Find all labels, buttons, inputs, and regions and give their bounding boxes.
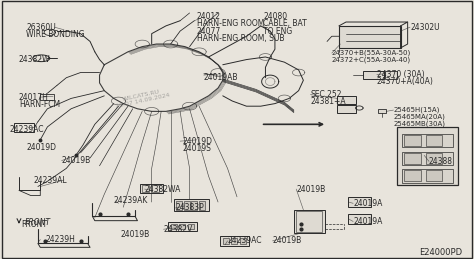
Bar xyxy=(426,135,442,146)
Text: 24382V: 24382V xyxy=(164,225,193,234)
Text: 24383P: 24383P xyxy=(175,204,204,212)
Bar xyxy=(348,214,371,224)
Bar xyxy=(426,170,442,181)
Bar xyxy=(179,224,185,229)
Text: 24370+A(40A): 24370+A(40A) xyxy=(377,77,434,86)
Bar xyxy=(14,123,34,132)
Text: 24019D: 24019D xyxy=(26,143,56,152)
Bar xyxy=(168,222,197,231)
Text: WIRE BONDING: WIRE BONDING xyxy=(26,31,85,39)
Text: 24019B: 24019B xyxy=(296,185,326,193)
Text: 24019B: 24019B xyxy=(273,236,302,245)
Text: 24019A: 24019A xyxy=(353,199,383,208)
Bar xyxy=(397,127,458,185)
Bar xyxy=(339,26,401,48)
Text: FRONT: FRONT xyxy=(21,220,47,228)
Bar xyxy=(294,210,325,233)
Text: 24302U: 24302U xyxy=(410,23,439,32)
Bar xyxy=(404,135,421,146)
Text: 24080: 24080 xyxy=(263,12,287,21)
Text: 24019A: 24019A xyxy=(353,217,383,226)
Bar xyxy=(402,169,453,183)
Text: 24239AC: 24239AC xyxy=(9,125,44,134)
Bar xyxy=(231,238,237,244)
Text: 24370 (30A): 24370 (30A) xyxy=(377,70,424,79)
Text: 24019D: 24019D xyxy=(182,137,212,146)
Bar xyxy=(426,153,442,164)
Bar xyxy=(152,185,159,192)
Bar xyxy=(191,201,197,210)
Bar xyxy=(404,170,421,181)
Bar xyxy=(40,94,54,100)
Text: 26360U: 26360U xyxy=(26,23,56,32)
Text: CABLE, BAT: CABLE, BAT xyxy=(263,19,307,28)
Text: 24370+B(55A-30A-50): 24370+B(55A-30A-50) xyxy=(332,50,411,56)
Bar xyxy=(348,197,371,207)
Text: 25465MB(30A): 25465MB(30A) xyxy=(393,121,446,127)
Text: 24381+A: 24381+A xyxy=(310,97,346,106)
Text: 24239H: 24239H xyxy=(45,235,75,244)
Text: 24019B: 24019B xyxy=(121,230,150,239)
Text: 24382W: 24382W xyxy=(19,55,50,64)
Bar xyxy=(223,238,229,244)
Text: 24388: 24388 xyxy=(429,157,453,166)
Bar xyxy=(220,236,249,246)
Text: HARN-ENG ROOM, SUB: HARN-ENG ROOM, SUB xyxy=(197,34,284,43)
Text: 24019AB: 24019AB xyxy=(204,73,238,82)
Text: SEC.252: SEC.252 xyxy=(310,90,342,99)
Bar xyxy=(171,224,177,229)
Text: 24239AC: 24239AC xyxy=(228,236,262,245)
Text: 25465H(15A): 25465H(15A) xyxy=(393,107,440,113)
Text: 24382WA: 24382WA xyxy=(145,185,181,193)
Bar xyxy=(402,134,453,147)
Bar xyxy=(296,211,322,232)
Text: FRONT: FRONT xyxy=(25,218,51,227)
Bar xyxy=(404,153,421,164)
Bar xyxy=(363,71,384,79)
Text: 25465MA(20A): 25465MA(20A) xyxy=(393,114,445,120)
Text: HARN-ENG ROOM: HARN-ENG ROOM xyxy=(197,19,264,28)
Bar xyxy=(402,152,453,165)
Text: 24239AL: 24239AL xyxy=(33,176,67,184)
Bar xyxy=(140,184,163,193)
Bar xyxy=(378,109,386,113)
Bar xyxy=(385,71,397,79)
Text: 24019B: 24019B xyxy=(62,156,91,165)
Text: 24012: 24012 xyxy=(197,12,221,21)
Bar xyxy=(337,105,356,113)
Bar xyxy=(188,224,194,229)
Text: WILCATS.RU
20.07 14.09.2024: WILCATS.RU 20.07 14.09.2024 xyxy=(114,87,171,110)
Bar xyxy=(240,238,246,244)
Bar xyxy=(199,201,205,210)
Bar xyxy=(142,185,149,192)
Text: HARN-FCM: HARN-FCM xyxy=(19,100,60,109)
Text: 24372+C(55A-30A-40): 24372+C(55A-30A-40) xyxy=(332,57,411,63)
Text: 24019S: 24019S xyxy=(182,144,211,153)
Text: E24000PD: E24000PD xyxy=(419,248,462,257)
Text: 24077: 24077 xyxy=(197,27,221,35)
Bar xyxy=(174,199,209,211)
Text: TO ENG: TO ENG xyxy=(263,27,292,35)
Bar xyxy=(176,201,182,210)
Text: 24017H: 24017H xyxy=(19,93,49,102)
Text: 24239AK: 24239AK xyxy=(114,196,148,205)
Bar xyxy=(184,201,190,210)
Bar xyxy=(337,96,356,104)
